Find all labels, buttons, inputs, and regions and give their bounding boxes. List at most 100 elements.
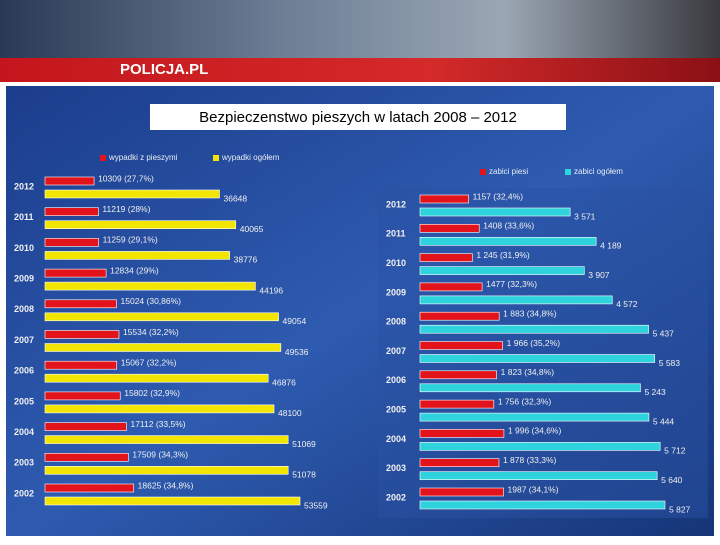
- value-label: 49536: [285, 347, 309, 357]
- y-tick-label: 2002: [14, 488, 34, 498]
- y-tick-label: 2009: [386, 287, 406, 297]
- value-label: 15534 (32,2%): [123, 327, 179, 337]
- value-label: 17112 (33,5%): [130, 419, 185, 429]
- y-tick-label: 2012: [386, 199, 406, 209]
- bar: [419, 266, 585, 275]
- bar: [419, 295, 613, 305]
- y-tick-label: 2003: [386, 463, 406, 473]
- y-tick-label: 2004: [386, 434, 406, 444]
- value-label: 1 245 (31,9%): [476, 250, 530, 260]
- bar: [419, 311, 500, 321]
- value-label: 51069: [292, 439, 316, 449]
- value-label: 1 756 (32,3%): [498, 396, 552, 406]
- bar: [44, 373, 269, 383]
- value-label: 17509 (34,3%): [132, 450, 188, 460]
- bar: [419, 324, 649, 334]
- value-label: 10309 (27,7%): [98, 173, 154, 183]
- value-label: 11259 (29,1%): [103, 235, 158, 245]
- value-label: 4 572: [616, 299, 638, 309]
- y-tick-label: 2007: [14, 335, 34, 345]
- bar: [44, 360, 118, 370]
- value-label: 15802 (32,9%): [124, 388, 180, 398]
- y-tick-label: 2005: [14, 396, 34, 406]
- value-label: 5 583: [659, 358, 681, 368]
- value-label: 3 571: [574, 211, 596, 221]
- bar: [419, 224, 480, 233]
- legend-label: zabici piesi: [489, 167, 528, 176]
- y-tick-label: 2003: [14, 458, 34, 468]
- bar: [419, 207, 571, 217]
- value-label: 1 966 (35,2%): [507, 338, 561, 348]
- value-label: 5 640: [661, 475, 683, 485]
- bar: [419, 253, 473, 262]
- value-label: 5 444: [653, 416, 675, 426]
- value-label: 46876: [272, 377, 296, 387]
- y-tick-label: 2011: [14, 212, 34, 222]
- value-label: 1157 (32,4%): [473, 191, 524, 201]
- value-label: 36648: [223, 193, 247, 203]
- value-label: 1 883 (34,8%): [503, 308, 557, 318]
- bar: [419, 194, 469, 204]
- bar: [419, 370, 497, 380]
- bar: [44, 189, 220, 199]
- y-tick-label: 2006: [14, 366, 34, 376]
- y-tick-label: 2010: [14, 243, 34, 253]
- logo: POLICJA.PL: [120, 61, 208, 78]
- header-photo: [0, 0, 720, 62]
- value-label: 40065: [240, 224, 264, 234]
- bar: [419, 383, 641, 393]
- bar: [44, 496, 301, 506]
- value-label: 12834 (29%): [110, 265, 159, 275]
- bar: [419, 282, 483, 292]
- y-tick-label: 2008: [386, 317, 406, 327]
- y-tick-label: 2008: [14, 304, 34, 314]
- title: Bezpieczenstwo pieszych w latach 2008 – …: [199, 109, 517, 126]
- bar: [44, 220, 237, 229]
- bar: [44, 422, 127, 431]
- bar: [44, 452, 129, 462]
- value-label: 15067 (32,2%): [121, 357, 177, 367]
- bar: [44, 343, 282, 352]
- bar: [44, 176, 95, 186]
- value-label: 18625 (34,8%): [138, 480, 194, 490]
- bar: [44, 251, 230, 260]
- value-label: 1477 (32,3%): [486, 279, 537, 289]
- bar: [44, 299, 117, 309]
- y-tick-label: 2007: [386, 346, 406, 356]
- bar: [419, 500, 666, 510]
- y-tick-label: 2002: [386, 492, 406, 502]
- bar: [44, 312, 279, 322]
- value-label: 4 189: [600, 241, 622, 251]
- bar: [44, 330, 120, 339]
- bar: [44, 404, 275, 414]
- value-label: 1 878 (33,3%): [503, 455, 557, 465]
- bar: [419, 442, 661, 451]
- bar: [419, 237, 597, 246]
- y-tick-label: 2009: [14, 273, 34, 283]
- legend-swatch: [213, 155, 219, 161]
- value-label: 49054: [283, 316, 307, 326]
- bar: [419, 471, 658, 481]
- bar: [419, 354, 656, 363]
- legend-label: wypadki z pieszymi: [108, 153, 178, 162]
- legend-swatch: [100, 155, 106, 161]
- value-label: 3 907: [588, 270, 610, 280]
- bar: [44, 465, 289, 475]
- value-label: 11219 (28%): [102, 204, 150, 214]
- bar: [419, 341, 503, 350]
- value-label: 38776: [234, 255, 258, 265]
- bar: [44, 207, 99, 216]
- bar: [44, 281, 256, 291]
- legend-swatch: [480, 169, 486, 175]
- legend-label: wypadki ogółem: [221, 153, 280, 162]
- bar: [419, 399, 495, 409]
- value-label: 5 437: [653, 328, 675, 338]
- legend-swatch: [565, 169, 571, 175]
- value-label: 44196: [259, 285, 283, 295]
- bar: [419, 458, 500, 468]
- bar: [44, 268, 107, 278]
- bar: [44, 238, 99, 247]
- value-label: 1408 (33,6%): [483, 221, 534, 231]
- bar: [419, 487, 504, 497]
- header-strip: [0, 58, 720, 82]
